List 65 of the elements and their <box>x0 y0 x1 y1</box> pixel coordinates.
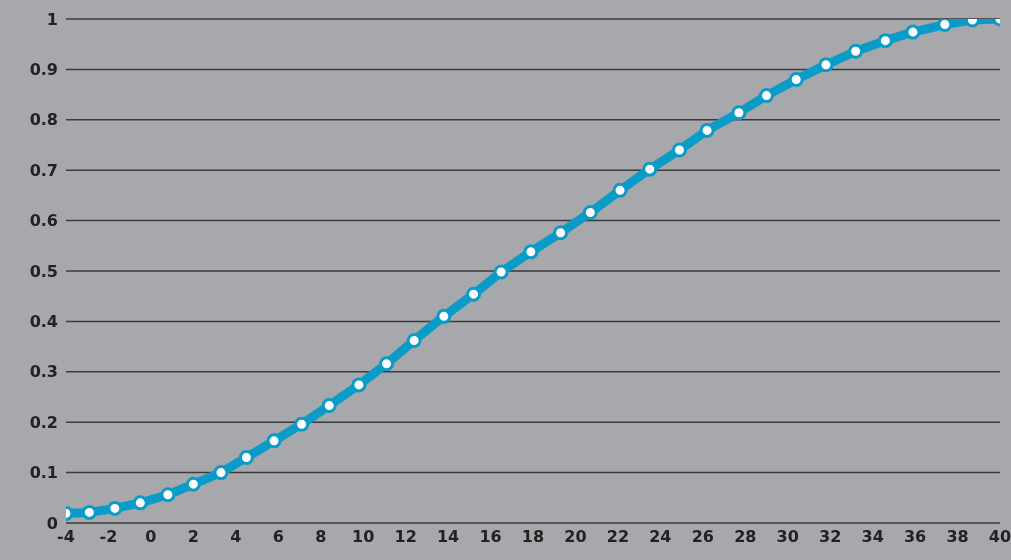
point <box>818 57 834 73</box>
point <box>185 476 201 492</box>
x-tick-label: 30 <box>776 527 799 547</box>
x-tick-label: 0 <box>145 527 157 547</box>
point <box>81 504 97 520</box>
x-tick-label: 18 <box>521 527 545 547</box>
x-tick-label: -2 <box>99 527 118 547</box>
y-tick-label: 0.7 <box>29 160 58 180</box>
x-tick-label: 4 <box>230 527 242 547</box>
y-tick-label: 0.1 <box>29 463 58 483</box>
point <box>671 142 687 158</box>
x-tick-label: 6 <box>272 527 284 547</box>
x-tick-label: 2 <box>187 527 199 547</box>
y-tick-label: 1 <box>46 9 58 29</box>
x-tick-label: 12 <box>394 527 417 547</box>
point <box>848 43 864 59</box>
point <box>612 182 628 198</box>
point <box>553 225 569 241</box>
x-tick-label: 24 <box>649 527 672 547</box>
point <box>351 377 367 393</box>
point <box>582 205 598 221</box>
x-tick-label: 22 <box>606 527 630 547</box>
point <box>436 308 452 324</box>
point <box>294 416 310 432</box>
point <box>132 495 148 511</box>
x-tick-label: 14 <box>436 527 460 547</box>
point <box>213 465 229 481</box>
point <box>238 449 254 465</box>
y-tick-label: 0.3 <box>29 362 58 382</box>
y-tick-label: 0.6 <box>29 211 58 231</box>
x-tick-label: 20 <box>564 527 587 547</box>
point <box>788 71 804 87</box>
y-tick-label: 0 <box>46 513 58 533</box>
x-tick-label: 34 <box>861 527 884 547</box>
point <box>107 500 123 516</box>
x-tick-label: 38 <box>946 527 969 547</box>
x-tick-label: 8 <box>315 527 327 547</box>
point <box>160 487 176 503</box>
point <box>493 264 509 280</box>
point <box>731 105 747 121</box>
y-tick-label: 0.9 <box>29 60 58 80</box>
y-tick-label: 0.2 <box>29 412 58 432</box>
y-tick-label: 0.4 <box>29 312 58 332</box>
point <box>523 244 539 260</box>
point <box>321 398 337 414</box>
point <box>699 122 715 138</box>
x-tick-label: 40 <box>988 527 1011 547</box>
y-tick-label: 0.8 <box>29 110 58 130</box>
x-tick-label: 32 <box>819 527 842 547</box>
x-tick-label: 10 <box>352 527 375 547</box>
point <box>877 33 893 49</box>
x-tick-label: 36 <box>903 527 927 547</box>
point <box>266 433 282 449</box>
x-tick-label: -4 <box>57 527 75 547</box>
x-tick-label: 16 <box>479 527 502 547</box>
point <box>379 356 395 372</box>
x-tick-label: 28 <box>734 527 757 547</box>
point <box>406 333 422 349</box>
point <box>466 286 482 302</box>
point <box>759 88 774 104</box>
x-tick-label: 26 <box>691 527 714 547</box>
point <box>937 19 953 33</box>
point <box>905 24 921 40</box>
point <box>642 161 658 177</box>
y-tick-label: 0.5 <box>29 261 58 281</box>
